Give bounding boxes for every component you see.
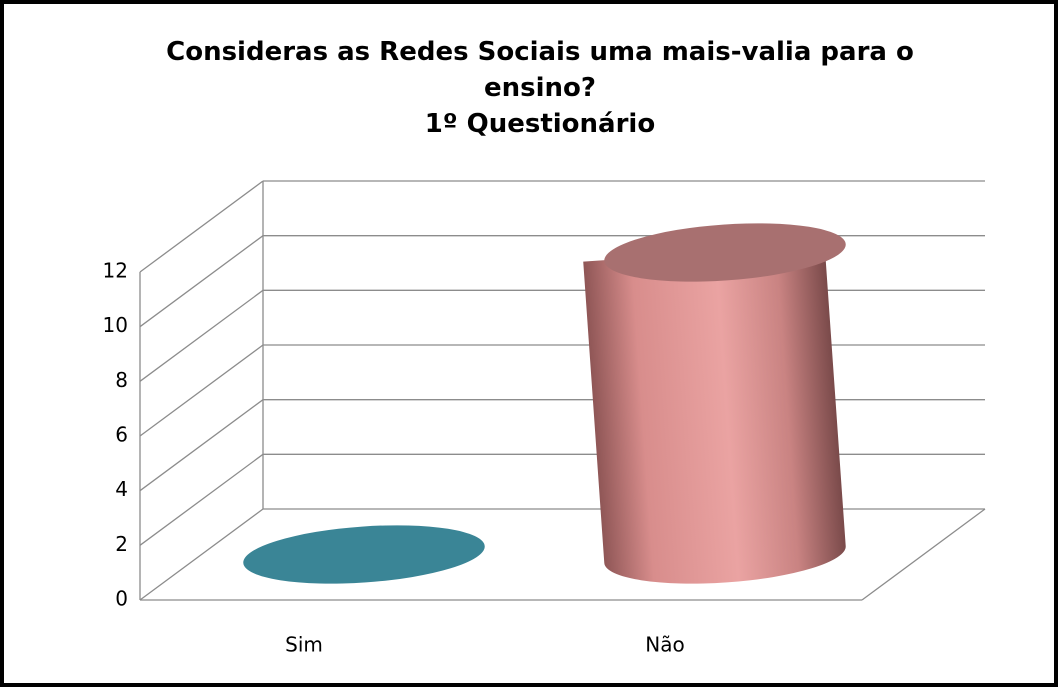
side-grid-line	[139, 180, 264, 273]
cylinder-top	[243, 525, 485, 584]
y-tick-label: 6	[115, 423, 128, 447]
side-grid-line	[139, 344, 264, 437]
side-grid-line	[139, 399, 264, 492]
x-tick-label: Não	[645, 633, 684, 657]
y-tick-label: 0	[115, 587, 128, 611]
chart-title: Consideras as Redes Sociais uma mais-val…	[166, 37, 914, 103]
cylinder-top	[604, 223, 846, 282]
side-grid-line	[139, 289, 264, 382]
chart-subtitle: 1º Questionário	[424, 109, 656, 139]
side-grid-line	[139, 235, 264, 328]
cylinder-body	[583, 244, 846, 584]
side-grid-line	[139, 508, 264, 601]
titles: Consideras as Redes Sociais uma mais-val…	[120, 34, 960, 142]
y-tick-label: 10	[103, 313, 128, 337]
y-tick-label: 8	[115, 368, 128, 392]
x-tick-label: Sim	[285, 633, 323, 657]
y-tick-label: 2	[115, 532, 128, 556]
side-grid-line	[139, 453, 264, 546]
y-tick-label: 4	[115, 477, 128, 501]
y-tick-label: 12	[103, 259, 128, 283]
floor-right	[861, 508, 986, 601]
